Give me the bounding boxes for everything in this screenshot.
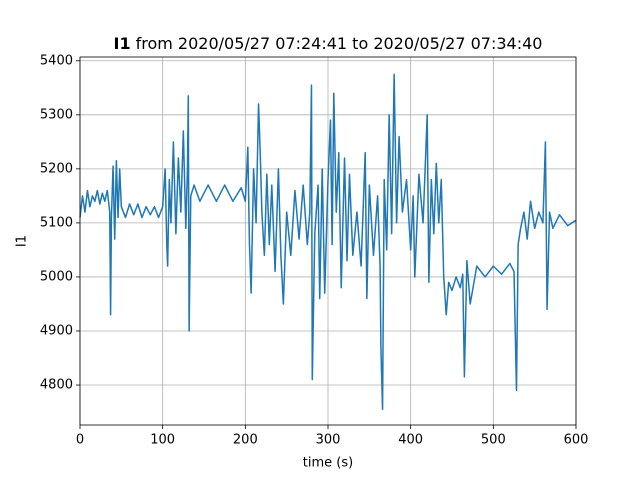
data-line [79, 73, 577, 411]
x-tick-label: 600 [564, 433, 589, 448]
y-tick-label: 5400 [40, 53, 73, 68]
title-bold: I1 [114, 34, 131, 53]
title-rest: from 2020/05/27 07:24:41 to 2020/05/27 0… [136, 34, 543, 53]
y-tick-label: 5000 [40, 269, 73, 284]
y-tick-label: 4800 [40, 378, 73, 393]
x-tick-label: 500 [481, 433, 506, 448]
plot: 0 100 200 300 400 500 600 4800 4900 5000 5100 5200 5… [40, 53, 589, 447]
plot-frame [79, 56, 577, 426]
x-tick-label: 200 [233, 433, 258, 448]
y-tick-label: 4900 [40, 323, 73, 338]
x-tick-label: 0 [76, 433, 84, 448]
y-tick-label: 5300 [40, 107, 73, 122]
x-tick-label: 100 [150, 433, 175, 448]
x-tick-label: 400 [398, 433, 423, 448]
chart-title: I1 from 2020/05/27 07:24:41 to 2020/05/27… [114, 34, 543, 53]
y-tick-label: 5100 [40, 215, 73, 230]
x-axis-label: time (s) [303, 456, 353, 471]
y-axis-label: I1 [15, 235, 30, 247]
x-tick-label: 300 [316, 433, 341, 448]
y-tick-label: 5200 [40, 161, 73, 176]
